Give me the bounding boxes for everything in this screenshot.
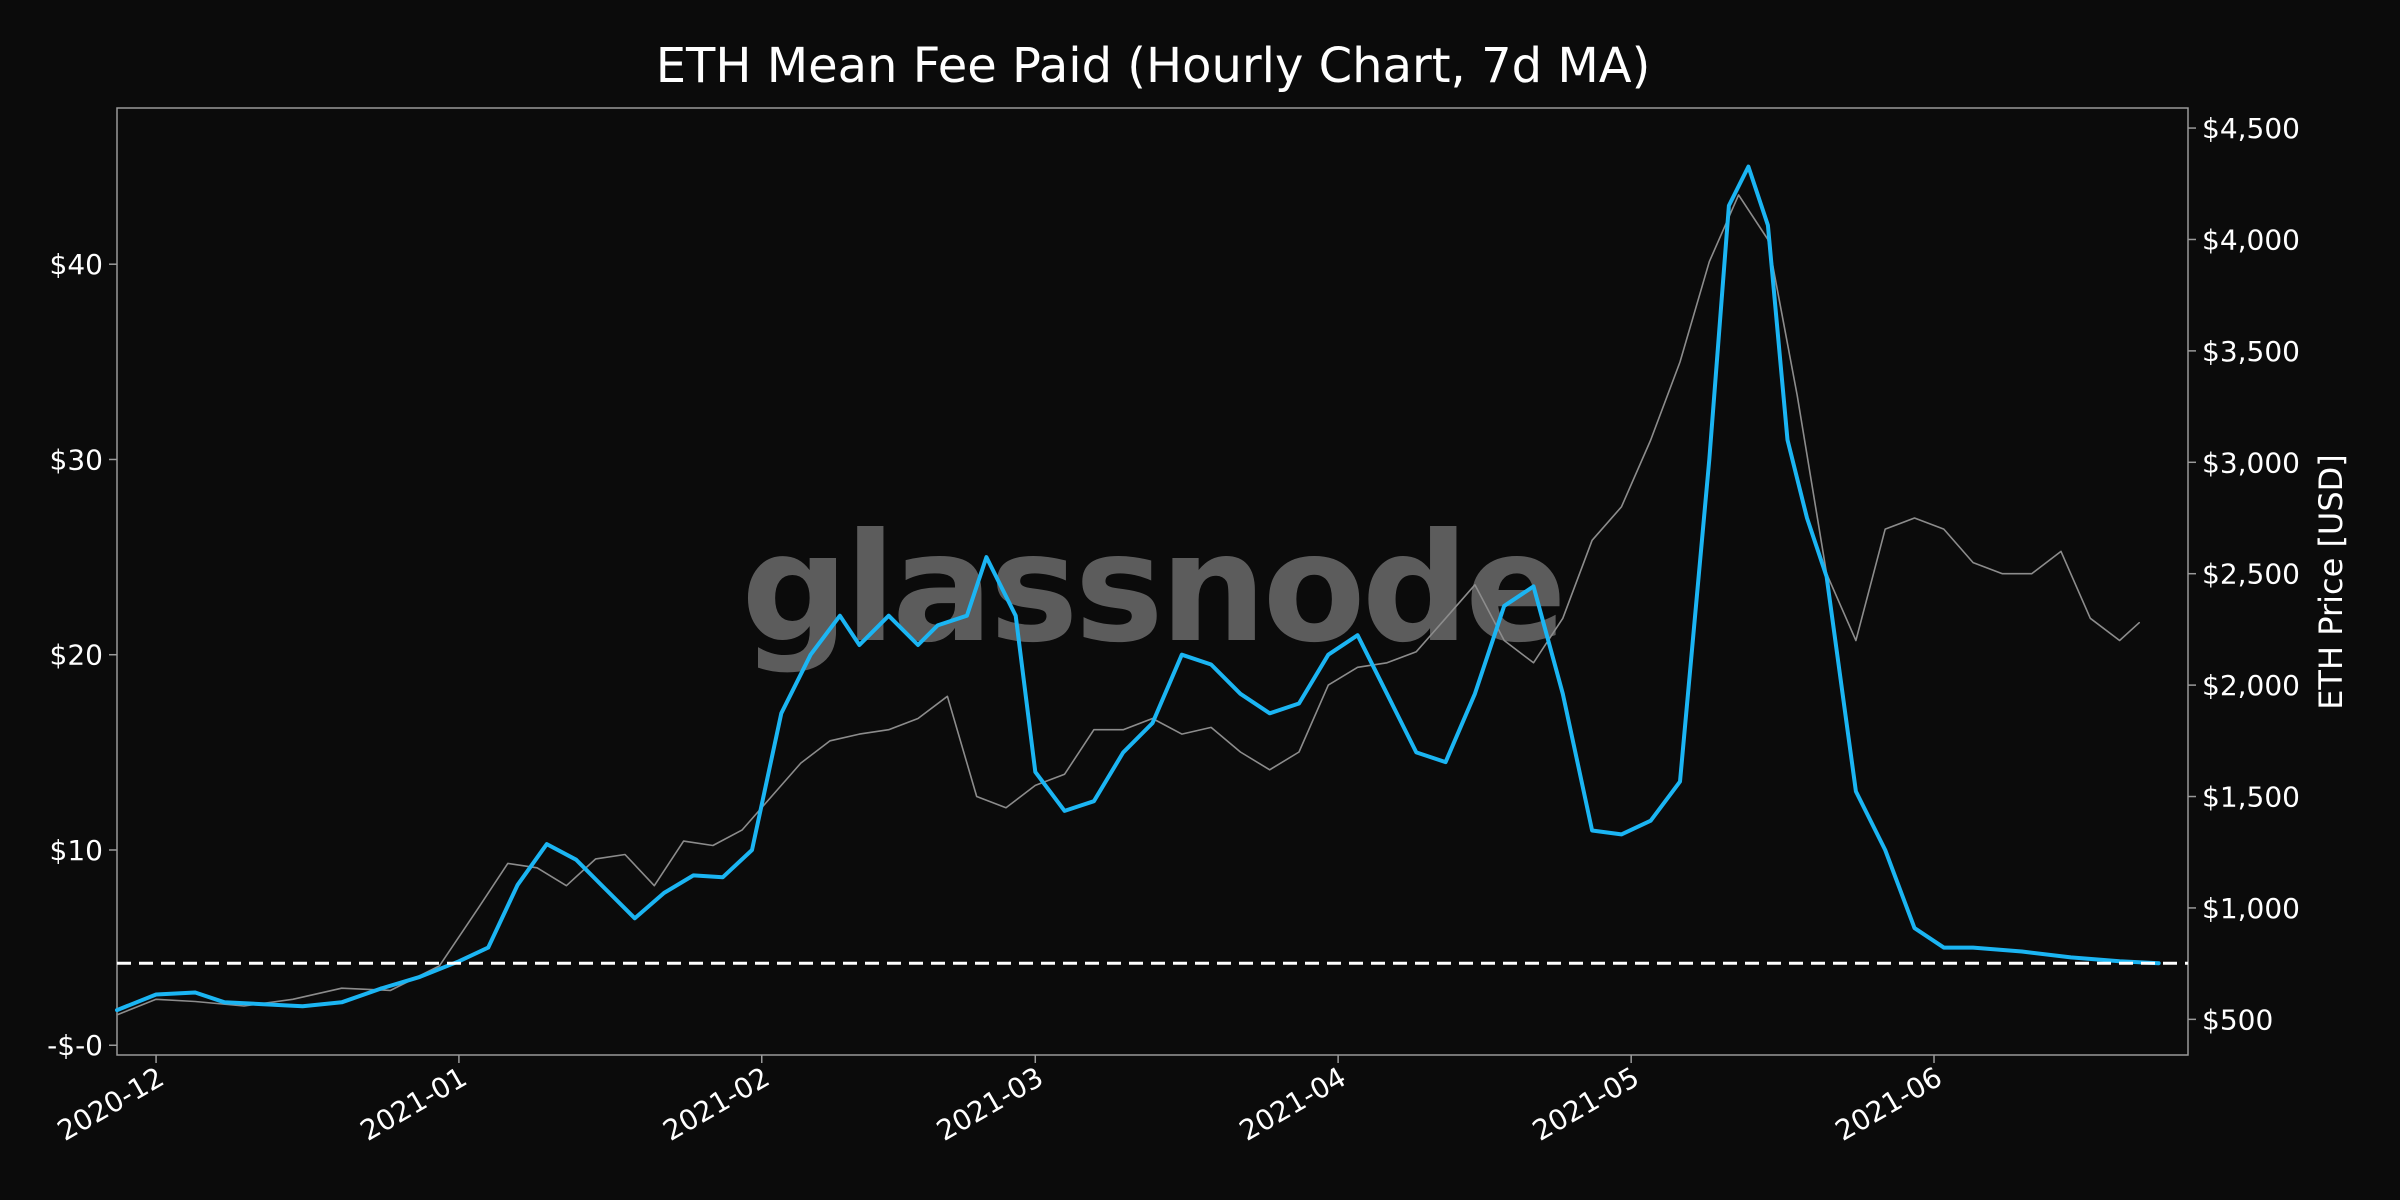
series-layer (115, 164, 2161, 1016)
watermark: glassnode (741, 502, 1563, 676)
mean-fee-line (115, 164, 2161, 1013)
left-tick-label: $10 (50, 834, 103, 867)
eth-price-line (116, 194, 2140, 1016)
right-tick-label: $1,000 (2202, 892, 2300, 925)
right-tick-label: $4,500 (2202, 112, 2300, 145)
right-tick-label: $3,000 (2202, 446, 2300, 479)
right-tick-label: $4,000 (2202, 223, 2300, 256)
left-tick-label: $20 (50, 639, 103, 672)
right-axis: $500 $1,000 $1,500 $2,000 $2,500 $3,000 $3,500… (2188, 112, 2300, 1036)
left-tick-label: -$-0 (47, 1029, 103, 1062)
right-tick-label: $1,500 (2202, 781, 2300, 814)
left-tick-label: $40 (50, 248, 103, 281)
right-axis-label: ETH Price [USD] (2312, 454, 2350, 710)
right-tick-label: $500 (2202, 1003, 2273, 1036)
left-tick-label: $30 (50, 443, 103, 476)
right-tick-label: $3,500 (2202, 335, 2300, 368)
left-axis: -$-0 $10 $20 $30 $40 (47, 248, 117, 1062)
plot-area-frame (116, 107, 2189, 1056)
right-tick-label: $2,000 (2202, 669, 2300, 702)
chart-title: ETH Mean Fee Paid (Hourly Chart, 7d MA) (656, 38, 1651, 94)
right-tick-label: $2,500 (2202, 558, 2300, 591)
